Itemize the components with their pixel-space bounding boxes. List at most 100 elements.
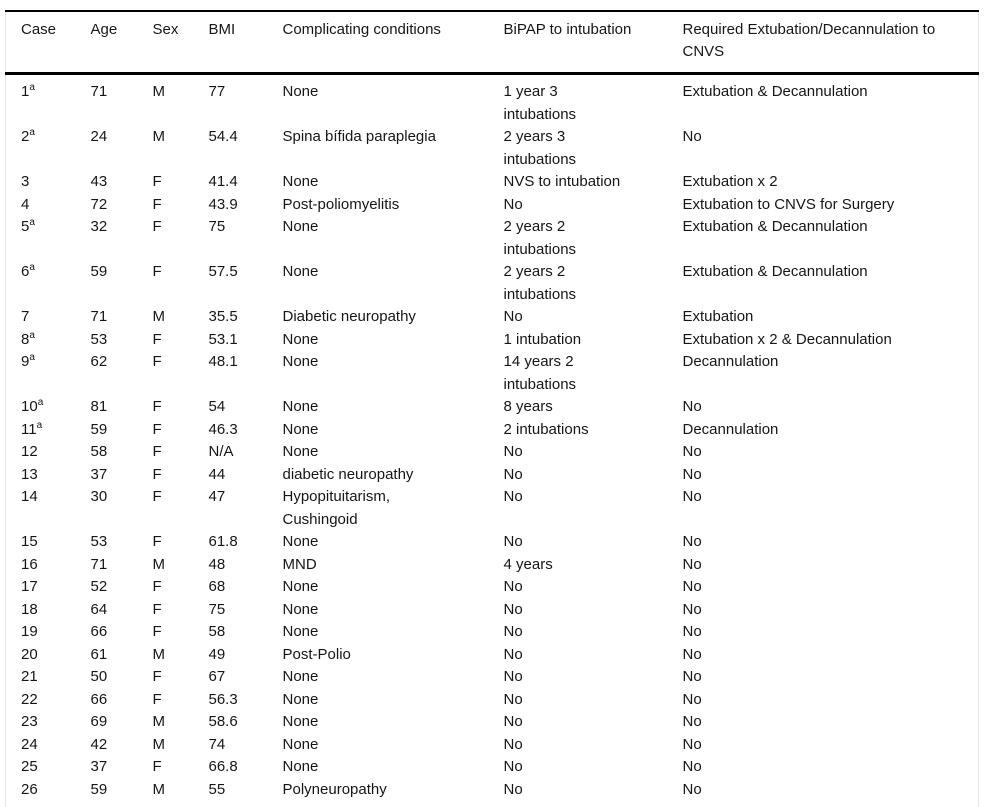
table-row: 13 37 F 44 diabetic neuropathy No No	[6, 464, 979, 487]
cell-bmi: 61.8	[208, 533, 238, 550]
cell-conditions: None	[282, 600, 319, 618]
cell-bipap: No	[503, 690, 523, 708]
cell-age: 66	[90, 623, 108, 640]
cell-age: 53	[90, 533, 108, 550]
case-number: 16	[21, 555, 38, 573]
case-number: 5	[21, 218, 30, 235]
cell-bmi: 53.1	[208, 330, 238, 348]
table-row: 19 66 F 58 None No No	[6, 621, 979, 644]
cell-age: 42	[90, 735, 108, 753]
cell-outcome: No	[682, 735, 702, 753]
cell-bmi: 49	[208, 645, 226, 663]
cell-sex: F	[152, 668, 162, 685]
cell-outcome: No	[682, 690, 702, 708]
cell-case: 13	[6, 464, 91, 487]
cell-bmi: 58.6	[208, 713, 238, 730]
cell-bipap: No	[503, 735, 523, 753]
cell-age: 71	[90, 83, 108, 100]
cell-age: 61	[90, 645, 108, 663]
cell-bipap: 4 years	[503, 555, 553, 573]
cell-bipap: 1 intubation	[503, 330, 582, 348]
column-header-sex: Sex	[152, 11, 209, 75]
cell-conditions: None	[282, 218, 319, 235]
cell-bmi: 75	[208, 218, 226, 235]
cell-conditions: None	[282, 420, 319, 438]
cell-bipap: No	[503, 668, 523, 685]
cell-age: 53	[90, 330, 108, 348]
cell-sex: F	[152, 218, 162, 235]
cell-bipap: No	[503, 443, 523, 460]
cell-sex: M	[152, 308, 166, 325]
cell-sex: M	[152, 83, 166, 100]
table-row: 9a 62 F 48.1 None 14 years 2 intubations…	[6, 351, 979, 396]
cell-bipap: No	[503, 780, 523, 798]
table-row: 8a 53 F 53.1 None 1 intubation Extubatio…	[6, 329, 979, 352]
table-row: 3 43 F 41.4 None NVS to intubation Extub…	[6, 171, 979, 194]
cell-outcome: No	[682, 623, 702, 640]
footnote-marker-a: a	[29, 262, 35, 273]
cell-age: 64	[90, 600, 108, 618]
cell-bmi: 43.9	[208, 195, 238, 213]
case-number: 9	[21, 353, 30, 370]
cell-sex: M	[152, 713, 166, 730]
table-row: 14 30 F 47 Hypopituitarism, Cushingoid N…	[6, 486, 979, 531]
case-number: 23	[21, 713, 38, 730]
cell-conditions: None	[282, 735, 319, 753]
cell-case: 20	[6, 644, 91, 667]
cell-bipap: No	[503, 578, 523, 595]
cell-bmi: 35.5	[208, 308, 238, 325]
case-number: 6	[21, 263, 30, 280]
table-row: 4 72 F 43.9 Post-poliomyelitis No Extuba…	[6, 194, 979, 217]
column-header-conditions: Complicating conditions	[282, 11, 504, 75]
cell-bmi: 57.5	[208, 263, 238, 280]
case-number: 8	[21, 330, 30, 348]
cell-bmi: 48	[208, 555, 226, 573]
case-number: 3	[21, 173, 30, 190]
cell-bipap: No	[503, 308, 523, 325]
case-number: 21	[21, 668, 38, 685]
cell-outcome: No	[682, 600, 702, 618]
cell-conditions: None	[282, 713, 319, 730]
cell-age: 50	[90, 668, 108, 685]
cell-conditions: None	[282, 353, 319, 370]
cell-conditions: None	[282, 263, 319, 280]
cell-case: 25	[6, 756, 91, 779]
cell-bipap: No	[503, 600, 523, 618]
cell-case: 2a	[6, 126, 91, 171]
cell-age: 37	[90, 465, 108, 483]
cell-conditions: None	[282, 443, 319, 460]
footnote-marker-a: a	[36, 419, 43, 431]
cell-conditions: None	[282, 578, 319, 595]
case-number: 17	[21, 578, 38, 595]
cell-conditions: Post-poliomyelitis	[282, 195, 400, 213]
cell-bipap: 8 years	[503, 398, 553, 415]
cell-sex: F	[152, 330, 162, 348]
cell-case: 7	[6, 306, 91, 329]
case-number: 25	[21, 758, 38, 775]
cell-outcome: Extubation x 2	[682, 173, 778, 190]
cell-conditions: Polyneuropathy	[282, 780, 387, 798]
cell-sex: F	[152, 398, 162, 415]
cell-case: 24	[6, 734, 91, 757]
table-row: 25 37 F 66.8 None No No	[6, 756, 979, 779]
cell-sex: F	[152, 353, 162, 370]
cell-bmi: N/A	[208, 443, 234, 460]
cell-sex: F	[152, 578, 162, 595]
cell-sex: F	[152, 690, 162, 708]
table-row: 17 52 F 68 None No No	[6, 576, 979, 599]
cell-age: 58	[90, 443, 108, 460]
case-number: 26	[21, 780, 38, 798]
case-number: 20	[21, 645, 38, 663]
cell-conditions: None	[282, 758, 319, 775]
cell-outcome: No	[682, 128, 702, 145]
cell-age: 37	[90, 758, 108, 775]
cell-age: 59	[90, 780, 108, 798]
cell-case: 3	[6, 171, 91, 194]
table-row: 2a 24 M 54.4 Spina bífida paraplegia 2 y…	[6, 126, 979, 171]
cell-outcome: No	[682, 465, 702, 483]
cell-conditions: None	[282, 173, 319, 190]
cell-bmi: 68	[208, 578, 226, 595]
cell-case: 8a	[6, 329, 91, 352]
cell-outcome: No	[682, 668, 702, 685]
cell-bmi: 74	[208, 735, 226, 753]
